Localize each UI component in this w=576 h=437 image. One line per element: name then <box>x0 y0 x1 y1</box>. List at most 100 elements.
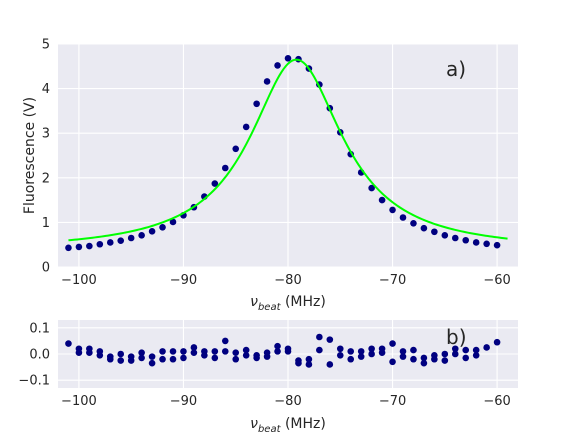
data-point <box>180 348 187 355</box>
panel-a: −100 −90 −80 −70 −60 0 1 2 3 4 5 a) νbeat (MHz) Fluor… <box>22 38 518 313</box>
data-point <box>253 100 260 108</box>
x-tick-label: −90 <box>170 273 197 288</box>
x-tick-label: −70 <box>379 273 406 288</box>
x-axis-label-subscript: beat <box>258 424 282 432</box>
data-point <box>472 239 480 246</box>
data-point <box>242 123 250 131</box>
fit-curve <box>68 58 508 242</box>
data-point <box>483 240 490 248</box>
panel-label: b) <box>446 325 467 349</box>
x-axis-label: νbeat (MHz) <box>250 416 326 432</box>
x-axis-label-symbol: ν <box>250 294 258 310</box>
data-point <box>472 352 480 359</box>
data-point <box>211 354 219 362</box>
y-tick-label: 5 <box>42 38 50 53</box>
data-point <box>159 355 166 363</box>
data-point <box>86 349 93 356</box>
data-point <box>389 340 396 347</box>
data-point <box>431 355 438 363</box>
data-point <box>420 354 428 362</box>
data-point <box>441 357 449 364</box>
y-tick-label: 0.1 <box>29 321 50 336</box>
data-point <box>399 353 407 360</box>
data-point <box>462 346 470 354</box>
data-point <box>138 354 145 362</box>
data-point <box>263 78 271 85</box>
data-point <box>65 244 72 252</box>
data-point <box>180 354 187 362</box>
panel-b: −100 −90 −80 −70 −60 −0.1 0.0 0.1 b) νbeat (MHz) <box>18 320 518 435</box>
data-point <box>305 355 313 363</box>
data-point <box>284 348 292 355</box>
data-point <box>399 214 407 221</box>
data-point <box>462 354 470 362</box>
data-point <box>169 355 177 363</box>
x-tick-label: −60 <box>483 394 510 409</box>
x-tick-label: −60 <box>483 273 510 288</box>
data-point <box>368 184 375 192</box>
data-point <box>347 355 355 363</box>
x-tick-label: −80 <box>274 273 301 288</box>
data-point <box>410 355 417 363</box>
data-point <box>221 337 229 345</box>
data-point <box>211 180 219 187</box>
data-point <box>472 346 480 354</box>
y-axis-label: Fluorescence (V) <box>22 97 38 214</box>
data-point <box>127 357 135 364</box>
data-point <box>117 350 125 358</box>
data-point <box>357 353 365 360</box>
x-axis-label-subscript: beat <box>258 302 282 313</box>
data-point <box>190 349 198 356</box>
data-point <box>368 350 375 358</box>
data-point <box>420 224 428 232</box>
x-tick-label: −90 <box>170 394 197 409</box>
data-point <box>441 232 449 239</box>
data-point <box>221 348 229 355</box>
data-point <box>190 344 198 351</box>
data-point <box>483 344 490 351</box>
data-point <box>336 345 344 353</box>
data-point <box>65 340 72 347</box>
x-tick-label: −100 <box>61 394 97 409</box>
data-point <box>316 346 323 354</box>
data-point <box>451 234 459 242</box>
data-point <box>493 338 501 346</box>
data-point <box>148 353 156 360</box>
x-axis-label-unit: (MHz) <box>281 416 326 432</box>
x-tick-label: −80 <box>274 394 301 409</box>
data-point <box>378 196 386 204</box>
data-point <box>96 240 104 248</box>
x-axis-label: νbeat (MHz) <box>250 294 326 313</box>
data-point <box>431 228 438 236</box>
data-point <box>138 232 145 239</box>
data-point <box>221 164 229 172</box>
panel-label: a) <box>446 57 466 81</box>
data-point <box>106 355 114 363</box>
data-point <box>159 348 166 355</box>
y-tick-label: 3 <box>42 127 50 142</box>
y-tick-label: 1 <box>42 216 50 231</box>
data-point <box>96 352 104 359</box>
x-axis-label-unit: (MHz) <box>281 294 326 310</box>
data-point <box>420 359 428 367</box>
data-point <box>326 361 334 368</box>
data-point <box>451 345 459 353</box>
data-point <box>441 350 449 358</box>
data-point <box>75 243 83 251</box>
data-point <box>274 348 281 355</box>
data-point <box>232 145 240 153</box>
data-point <box>201 352 208 359</box>
data-point <box>148 228 156 235</box>
data-point <box>274 342 281 350</box>
data-point <box>211 348 219 355</box>
data-point <box>295 359 302 367</box>
y-tick-label: 4 <box>42 82 50 97</box>
data-point <box>305 361 313 368</box>
data-point <box>75 349 83 356</box>
data-point <box>232 349 240 356</box>
x-tick-label: −70 <box>379 394 406 409</box>
data-point <box>274 62 281 69</box>
data-point <box>253 354 260 362</box>
